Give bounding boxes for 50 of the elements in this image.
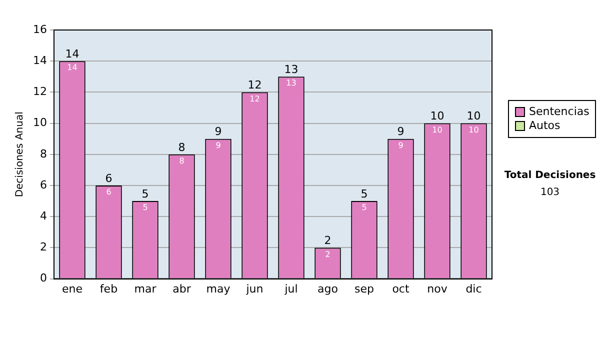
x-tick-label: dic bbox=[466, 282, 482, 296]
data-label: 8 bbox=[179, 156, 184, 166]
data-label: 10 bbox=[432, 125, 442, 134]
x-tick-label: ene bbox=[62, 282, 83, 296]
y-tick-label: 0 bbox=[40, 272, 47, 285]
x-tick-label: feb bbox=[100, 282, 118, 296]
x-tick-label: mar bbox=[134, 282, 157, 296]
total-label: 10 bbox=[430, 110, 444, 123]
legend-label: Sentencias bbox=[529, 105, 590, 119]
y-axis-title: Decisiones Anual bbox=[14, 112, 26, 198]
y-tick-label: 6 bbox=[40, 178, 47, 192]
total-label: 10 bbox=[466, 110, 481, 123]
y-tick-label: 16 bbox=[32, 22, 47, 36]
total-label: 9 bbox=[214, 125, 222, 138]
data-label: 9 bbox=[216, 140, 221, 150]
x-tick-label: may bbox=[206, 282, 231, 296]
x-tick-label: nov bbox=[427, 282, 448, 296]
data-label: 14 bbox=[67, 63, 78, 72]
data-label: 2 bbox=[325, 250, 330, 259]
x-tick-label: abr bbox=[172, 282, 192, 296]
y-tick-label: 10 bbox=[32, 116, 47, 130]
total-label: 12 bbox=[248, 78, 262, 92]
x-tick-label: jul bbox=[284, 282, 298, 296]
y-tick-label: 2 bbox=[40, 240, 47, 254]
total-label: 8 bbox=[178, 140, 186, 154]
legend-label: Autos bbox=[529, 119, 560, 133]
data-label: 5 bbox=[362, 203, 367, 212]
y-tick-label: 4 bbox=[40, 209, 47, 222]
data-label: 6 bbox=[106, 188, 112, 197]
total-label: 5 bbox=[142, 187, 149, 200]
y-tick-label: 14 bbox=[32, 54, 47, 67]
text: Total Decisiones bbox=[503, 170, 597, 181]
total-label: 13 bbox=[284, 63, 298, 76]
y-tick-label: 12 bbox=[32, 85, 47, 98]
total-label: 9 bbox=[397, 125, 404, 138]
data-label: 13 bbox=[286, 78, 296, 88]
x-tick-label: sep bbox=[354, 282, 374, 296]
x-tick-label: oct bbox=[392, 282, 410, 296]
text: 103 bbox=[539, 187, 561, 198]
y-tick-label: 8 bbox=[40, 147, 47, 160]
total-label: 2 bbox=[324, 234, 332, 248]
data-label: 5 bbox=[142, 203, 148, 212]
data-label: 12 bbox=[250, 94, 260, 104]
x-tick-label: jun bbox=[245, 282, 264, 296]
total-label: 5 bbox=[360, 187, 368, 200]
data-label: 9 bbox=[398, 140, 404, 150]
data-label: 10 bbox=[468, 125, 479, 134]
x-tick-label: ago bbox=[318, 282, 338, 296]
total-label: 14 bbox=[65, 47, 80, 60]
total-label: 6 bbox=[105, 172, 112, 185]
